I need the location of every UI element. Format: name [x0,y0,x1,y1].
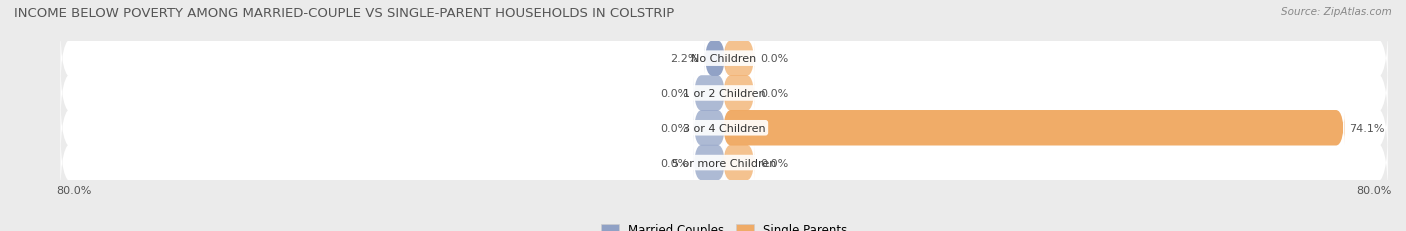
Text: 74.1%: 74.1% [1350,123,1385,133]
FancyBboxPatch shape [60,97,1388,160]
Text: No Children: No Children [692,54,756,64]
Text: 0.0%: 0.0% [761,54,789,64]
Legend: Married Couples, Single Parents: Married Couples, Single Parents [596,219,852,231]
FancyBboxPatch shape [693,145,725,181]
Text: 3 or 4 Children: 3 or 4 Children [683,123,765,133]
FancyBboxPatch shape [723,41,755,77]
FancyBboxPatch shape [693,76,725,111]
Text: 0.0%: 0.0% [761,158,789,168]
Text: 0.0%: 0.0% [659,158,688,168]
Text: 1 or 2 Children: 1 or 2 Children [683,88,765,99]
Text: 0.0%: 0.0% [659,88,688,99]
Text: 0.0%: 0.0% [761,88,789,99]
Text: INCOME BELOW POVERTY AMONG MARRIED-COUPLE VS SINGLE-PARENT HOUSEHOLDS IN COLSTRI: INCOME BELOW POVERTY AMONG MARRIED-COUPL… [14,7,675,20]
Text: 2.2%: 2.2% [671,54,699,64]
FancyBboxPatch shape [60,62,1388,125]
FancyBboxPatch shape [60,27,1388,91]
FancyBboxPatch shape [704,41,725,77]
Text: 80.0%: 80.0% [56,185,91,195]
FancyBboxPatch shape [723,111,1344,146]
FancyBboxPatch shape [693,111,725,146]
Text: Source: ZipAtlas.com: Source: ZipAtlas.com [1281,7,1392,17]
FancyBboxPatch shape [60,131,1388,195]
Text: 5 or more Children: 5 or more Children [672,158,776,168]
Text: 80.0%: 80.0% [1357,185,1392,195]
FancyBboxPatch shape [723,145,755,181]
Text: 0.0%: 0.0% [659,123,688,133]
FancyBboxPatch shape [723,76,755,111]
